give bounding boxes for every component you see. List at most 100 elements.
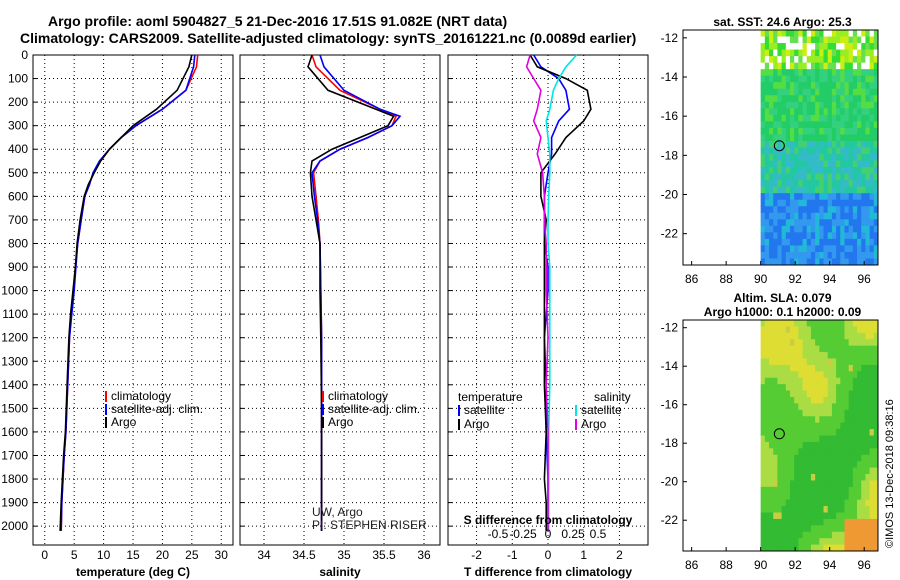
sst-map-cell [831, 69, 837, 77]
sst-map-cell [827, 75, 833, 83]
sst-map-cell [815, 199, 820, 207]
sla-map-cell [831, 409, 837, 417]
sst-map-cell [764, 180, 770, 188]
sst-map-cell [773, 95, 778, 103]
sst-map-cell [789, 160, 795, 168]
sla-map-cell [798, 403, 803, 411]
sla-map-cell [831, 403, 837, 411]
sla-map-cell [764, 409, 770, 417]
sst-map-cell [873, 147, 879, 155]
sst-map-cell [827, 167, 833, 175]
sla-map-cell [819, 467, 824, 475]
sla-map-cell [844, 525, 850, 533]
sla-map-cell [848, 332, 854, 340]
sst-map-cell [869, 180, 875, 188]
sla-map-cell [789, 429, 795, 436]
sst-map-cell [764, 36, 770, 44]
sla-map-cell [840, 506, 845, 513]
sla-map-cell [840, 441, 845, 449]
sla-map-cell [810, 345, 816, 353]
sla-map-cell [823, 544, 829, 552]
sst-map-cell [769, 134, 774, 142]
sst-map-cell [827, 154, 833, 161]
sst-map-cell [802, 114, 808, 122]
sst-map-cell [831, 140, 837, 148]
sla-map-cell [852, 364, 858, 372]
sla-map-cell [819, 320, 824, 327]
sla-map-cell [852, 467, 858, 475]
sst-map-cell [840, 154, 845, 161]
sst-map-cell [769, 114, 774, 122]
sst-map-cell [764, 173, 770, 181]
depth-tick-label: 1200 [1, 331, 28, 345]
sla-map-cell [852, 448, 858, 456]
sst-map-cell [815, 101, 820, 109]
sst-map-cell [806, 258, 812, 266]
sst-map-cell [798, 101, 803, 109]
sla-map-cell [823, 525, 829, 533]
sla-map-cell [823, 538, 829, 545]
sst-map-cell [794, 56, 799, 64]
sst-map-cell [823, 147, 829, 155]
sla-map-cell [806, 326, 812, 334]
sla-map-cell [852, 461, 858, 468]
sst-map-cell [785, 88, 791, 96]
sla-map-cell [836, 429, 841, 436]
depth-tick-label: 0 [21, 48, 28, 62]
temperature-xtick-label: 0 [41, 548, 48, 562]
sla-map-cell [861, 377, 866, 385]
sst-map-cell [873, 134, 879, 142]
sla-map-cell [852, 480, 858, 488]
sla-map-cell [840, 435, 845, 443]
sst-map-cell [789, 180, 795, 188]
sst-map-cell [836, 95, 841, 103]
sst-map-cell [848, 258, 854, 266]
sla-map-cell [852, 403, 858, 411]
sst-map-cell [810, 134, 816, 142]
salinity-legend-label: climatology [328, 389, 388, 403]
sla-map-cell [873, 454, 879, 462]
sla-map-cell [823, 345, 829, 353]
sst-map-cell [827, 180, 833, 188]
sla-map-cell [794, 454, 799, 462]
sla-map-cell [806, 364, 812, 372]
sla-map-cell [865, 320, 871, 327]
sst-map-cell [810, 88, 816, 96]
sst-map-cell [806, 199, 812, 207]
sst-map-cell [760, 69, 766, 77]
sst-map-cell [823, 114, 829, 122]
sst-map-cell [819, 180, 824, 188]
sla-map-cell [798, 422, 803, 430]
salinity-xtick-label: 36 [417, 548, 431, 562]
sst-map-cell [769, 186, 774, 194]
sla-map-cell [844, 371, 850, 379]
sla-map-cell [840, 512, 845, 520]
sla-map-cell [806, 332, 812, 340]
sla-map-cell [764, 538, 770, 545]
sla-map-cell [794, 358, 799, 366]
sla-map-cell [777, 531, 783, 539]
sst-map-cell [760, 232, 766, 240]
sst-map-cell [823, 36, 829, 44]
sla-map-cell [794, 480, 799, 488]
sst-map-cell [823, 82, 829, 90]
sla-map-cell [869, 358, 875, 366]
sla-map-cell [794, 422, 799, 430]
sst-map-cell [764, 147, 770, 155]
sla-map-cell [823, 332, 829, 340]
sla-map-title: Altim. SLA: 0.079 [733, 291, 831, 305]
sst-map-cell [819, 245, 824, 253]
sla-map-cell [810, 474, 816, 481]
sst-map-cell [844, 108, 850, 116]
sla-map-cell [857, 358, 862, 366]
sla-map-cell [852, 377, 858, 385]
sst-map-cell [869, 127, 875, 135]
sst-map-cell [869, 232, 875, 240]
sst-map-cell [836, 245, 841, 253]
sla-map-cell [781, 544, 787, 552]
sla-map-cell [819, 474, 824, 481]
sst-map-cell [794, 108, 799, 116]
sla-map-cell [819, 397, 824, 404]
sst-map-cell [777, 225, 783, 233]
sla-map-cell [789, 403, 795, 411]
